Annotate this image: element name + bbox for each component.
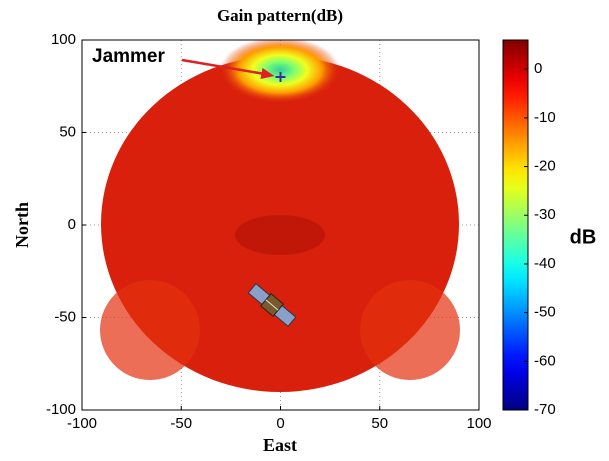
y-tick-label: 100: [51, 31, 76, 48]
colorbar-tick-label: -40: [534, 255, 556, 272]
jammer-marker: [275, 72, 286, 82]
x-tick-label: -50: [170, 415, 192, 432]
chart-title: Gain pattern(dB): [217, 6, 343, 25]
y-axis-label: North: [12, 202, 32, 248]
contour: [235, 215, 325, 255]
annotation-arrow: [181, 58, 271, 77]
colorbar-tick-label: -30: [534, 206, 556, 223]
x-tick-label: 0: [276, 415, 284, 432]
arrow-head: [260, 68, 275, 79]
x-tick-label: -100: [67, 415, 97, 432]
contour: [360, 280, 460, 380]
colorbar-tick-label: -70: [534, 401, 556, 418]
colorbar-tick-label: -10: [534, 109, 556, 126]
colorbar-tick-label: 0: [534, 60, 542, 77]
x-tick-label: 50: [371, 415, 388, 432]
colorbar-label: dB: [570, 226, 597, 248]
x-tick-label: 100: [466, 415, 491, 432]
colorbar-tick-label: -60: [534, 352, 556, 369]
x-axis-label: East: [263, 435, 297, 455]
jammer-null: [190, 40, 370, 120]
annotation-label: Jammer: [92, 46, 165, 67]
y-tick-label: 50: [59, 123, 76, 140]
colorbar-tick-label: -50: [534, 304, 556, 321]
y-tick-label: -100: [46, 401, 76, 418]
colorbar: [502, 39, 529, 411]
y-tick-label: -50: [54, 308, 76, 325]
y-tick-label: 0: [68, 216, 76, 233]
colorbar-tick-label: -20: [534, 158, 556, 175]
satellite-icon: [247, 282, 297, 328]
contour: [100, 280, 200, 380]
